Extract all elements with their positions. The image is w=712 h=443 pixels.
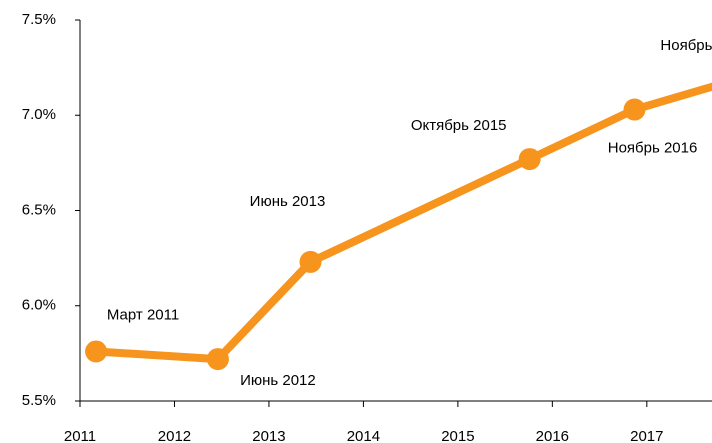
x-tick-label: 2012 [158, 428, 191, 443]
line [95, 82, 712, 364]
marker [518, 148, 541, 171]
x-tick-label: 2013 [252, 428, 285, 443]
marker [206, 348, 229, 371]
y-tick-label: 6.5% [22, 201, 56, 218]
x-tick-label: 2016 [536, 428, 569, 443]
point-label: Октябрь 2015 [411, 117, 507, 134]
point-label: Ноябрь 2016 [608, 140, 698, 157]
x-tick-label: 2014 [347, 428, 380, 443]
x-tick-label: 2015 [441, 428, 474, 443]
marker [299, 250, 322, 273]
point-label: Март 2011 [107, 306, 179, 323]
point-label: Июнь 2013 [250, 193, 326, 210]
y-tick-label: 5.5% [22, 392, 56, 409]
point-label: Июнь 2012 [240, 372, 316, 389]
y-tick-label: 6.0% [22, 297, 56, 314]
x-tick-label: 2011 [64, 428, 96, 443]
marker [623, 98, 646, 121]
marker [85, 340, 108, 363]
y-tick-label: 7.5% [22, 11, 56, 28]
y-tick-label: 7.0% [22, 106, 56, 123]
x-tick-label: 2017 [630, 428, 663, 443]
point-label: Ноябрь 2017 [660, 37, 712, 54]
